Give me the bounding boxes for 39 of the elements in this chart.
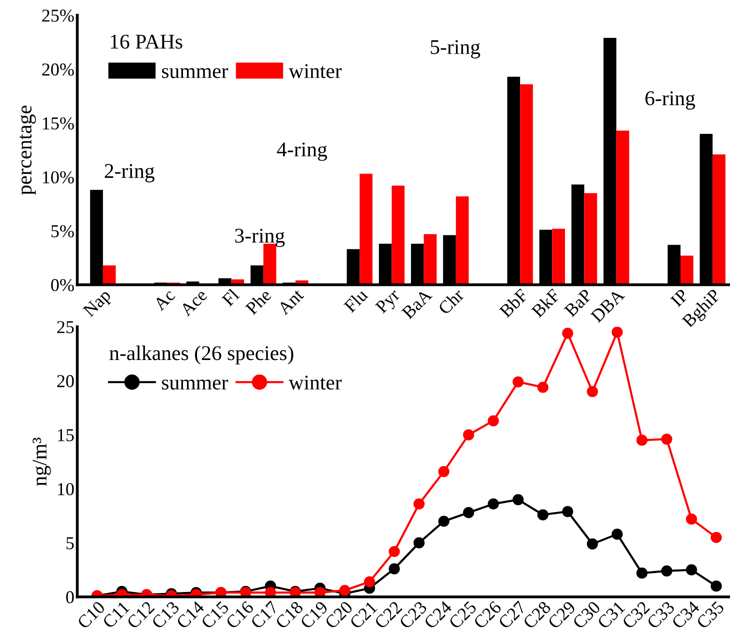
y-tick-label: 25 (57, 321, 74, 334)
y-tick-label: 0 (66, 591, 74, 604)
legend-label: summer (162, 68, 228, 78)
legend-title: 16 PAHs (110, 34, 182, 49)
annotation: 5-ring (430, 40, 480, 58)
y-axis-title: ng/m³ (32, 438, 51, 486)
x-tick-label: Flu (342, 288, 368, 314)
y-tick-label: 15% (42, 117, 74, 130)
legend-title: n-alkanes (26 species) (110, 346, 294, 364)
x-tick-label: Chr (437, 288, 465, 316)
y-tick-label: 0% (51, 278, 74, 292)
y-tick-label: 20% (42, 63, 74, 76)
annotation: 6-ring (645, 91, 696, 110)
y-tick-label: 10% (42, 171, 74, 184)
y-tick-label: 10 (58, 483, 74, 496)
x-tick-label: Ant (276, 288, 304, 316)
legend-label: winter (288, 376, 342, 390)
y-tick-label: 5 (66, 537, 74, 550)
x-tick-label: Ace (179, 288, 208, 317)
legend-label: winter (288, 64, 342, 78)
y-axis-title: percentage (20, 106, 36, 195)
x-tick-label: C28 (522, 600, 552, 630)
legend-label: summer (162, 380, 228, 390)
x-tick-label: BbF (498, 288, 529, 318)
x-tick-label: Ac (152, 288, 176, 312)
x-tick-label: Phe (244, 288, 272, 316)
y-tick-label: 25% (42, 10, 74, 22)
y-tick-label: 20 (57, 375, 74, 388)
annotation: 2-ring (104, 164, 154, 182)
x-tick-label: Nap (82, 288, 114, 320)
x-tick-label: BkF (530, 288, 561, 318)
x-tick-label: BaA (401, 288, 433, 320)
y-tick-label: 5% (51, 225, 74, 238)
annotation: 3-ring (235, 228, 285, 248)
x-tick-label: Pyr (374, 288, 404, 316)
x-tick-label: C18 (274, 600, 304, 630)
annotation: 4-ring (276, 142, 328, 161)
x-tick-label: Fl (221, 288, 240, 307)
y-tick-label: 15 (58, 429, 74, 442)
